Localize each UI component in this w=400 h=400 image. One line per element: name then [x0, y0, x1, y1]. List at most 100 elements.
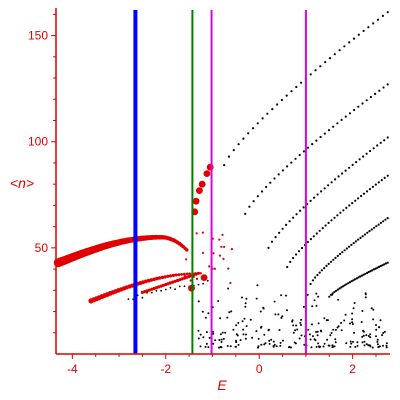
- black-point: [281, 227, 284, 230]
- black-point: [295, 213, 298, 216]
- black-point: [309, 73, 312, 76]
- black-point: [359, 275, 362, 278]
- black-point: [242, 328, 245, 331]
- black-point: [368, 188, 371, 191]
- black-point: [300, 324, 302, 326]
- black-point: [313, 299, 316, 302]
- black-point: [302, 206, 305, 209]
- black-point: [378, 326, 381, 329]
- red-point: [201, 231, 204, 234]
- black-point: [352, 242, 355, 245]
- black-point: [237, 143, 240, 146]
- black-point: [306, 293, 309, 296]
- black-point: [291, 320, 294, 323]
- black-point: [256, 284, 259, 287]
- x-tick-label: -4: [67, 362, 78, 376]
- black-point: [341, 172, 344, 175]
- black-point: [227, 155, 231, 158]
- black-point: [379, 319, 382, 322]
- red-point: [195, 232, 198, 235]
- black-point: [316, 273, 319, 277]
- red-point: [206, 163, 214, 171]
- black-point: [308, 333, 311, 336]
- black-point: [318, 271, 321, 274]
- black-point: [362, 334, 365, 337]
- black-point: [314, 276, 317, 279]
- black-point: [295, 85, 298, 89]
- black-point: [348, 204, 351, 207]
- black-point: [366, 231, 369, 234]
- black-point: [374, 267, 377, 270]
- black-point: [266, 112, 269, 115]
- black-point: [352, 307, 355, 310]
- black-point: [245, 325, 248, 328]
- black-point: [219, 333, 222, 336]
- black-point: [290, 346, 292, 349]
- black-point: [381, 264, 384, 267]
- black-point: [242, 137, 245, 140]
- black-point: [212, 342, 215, 345]
- black-point: [256, 122, 259, 125]
- black-point: [290, 90, 293, 93]
- black-point: [315, 232, 318, 235]
- black-point: [311, 279, 314, 282]
- black-point: [285, 223, 288, 226]
- black-point: [365, 99, 368, 102]
- black-point: [332, 125, 335, 128]
- black-point: [218, 346, 220, 349]
- black-point: [379, 264, 382, 268]
- black-point: [276, 103, 279, 106]
- red-point: [168, 281, 172, 285]
- black-point: [339, 252, 342, 256]
- red-point: [171, 273, 175, 277]
- black-point: [270, 240, 274, 243]
- black-point: [146, 291, 149, 294]
- black-point: [354, 240, 357, 243]
- black-point: [327, 221, 330, 224]
- black-point: [362, 192, 366, 195]
- black-point: [381, 334, 384, 337]
- black-point: [367, 270, 370, 274]
- black-point: [375, 335, 377, 338]
- black-point: [237, 343, 240, 346]
- black-point: [384, 262, 387, 265]
- black-point: [320, 269, 323, 272]
- black-point: [244, 212, 247, 215]
- black-point: [282, 339, 284, 342]
- points-layer: [53, 11, 389, 349]
- black-point: [365, 343, 368, 346]
- red-point: [155, 276, 159, 281]
- black-point: [351, 318, 354, 321]
- black-point: [344, 313, 347, 316]
- black-point: [381, 14, 384, 17]
- black-point: [328, 344, 331, 347]
- black-point: [341, 251, 344, 254]
- black-point: [382, 332, 385, 334]
- black-point: [382, 86, 385, 89]
- red-point: [208, 265, 211, 268]
- black-point: [386, 136, 389, 139]
- black-point: [221, 331, 224, 334]
- black-point: [357, 197, 360, 200]
- black-point: [364, 296, 367, 299]
- black-point: [353, 108, 356, 112]
- black-point: [382, 220, 385, 223]
- black-point: [292, 331, 295, 334]
- black-point: [356, 341, 359, 344]
- black-point: [370, 228, 373, 231]
- black-point: [279, 344, 282, 347]
- black-point: [286, 309, 288, 312]
- red-point: [189, 279, 192, 282]
- black-point: [362, 155, 365, 158]
- black-point: [315, 304, 318, 307]
- black-point: [311, 335, 314, 338]
- black-point: [316, 334, 319, 337]
- black-point: [260, 190, 264, 193]
- black-point: [375, 328, 378, 331]
- black-point: [274, 236, 277, 239]
- red-point: [192, 197, 200, 205]
- red-point: [180, 277, 184, 281]
- red-point: [222, 257, 225, 260]
- black-point: [350, 342, 353, 345]
